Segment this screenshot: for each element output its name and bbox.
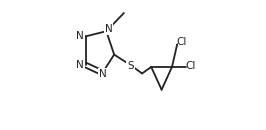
Text: N: N xyxy=(77,60,84,70)
Text: N: N xyxy=(77,31,84,41)
Text: N: N xyxy=(99,69,106,79)
Text: N: N xyxy=(105,24,113,34)
Text: Cl: Cl xyxy=(186,61,196,71)
Text: S: S xyxy=(127,61,134,71)
Text: Cl: Cl xyxy=(176,37,186,47)
